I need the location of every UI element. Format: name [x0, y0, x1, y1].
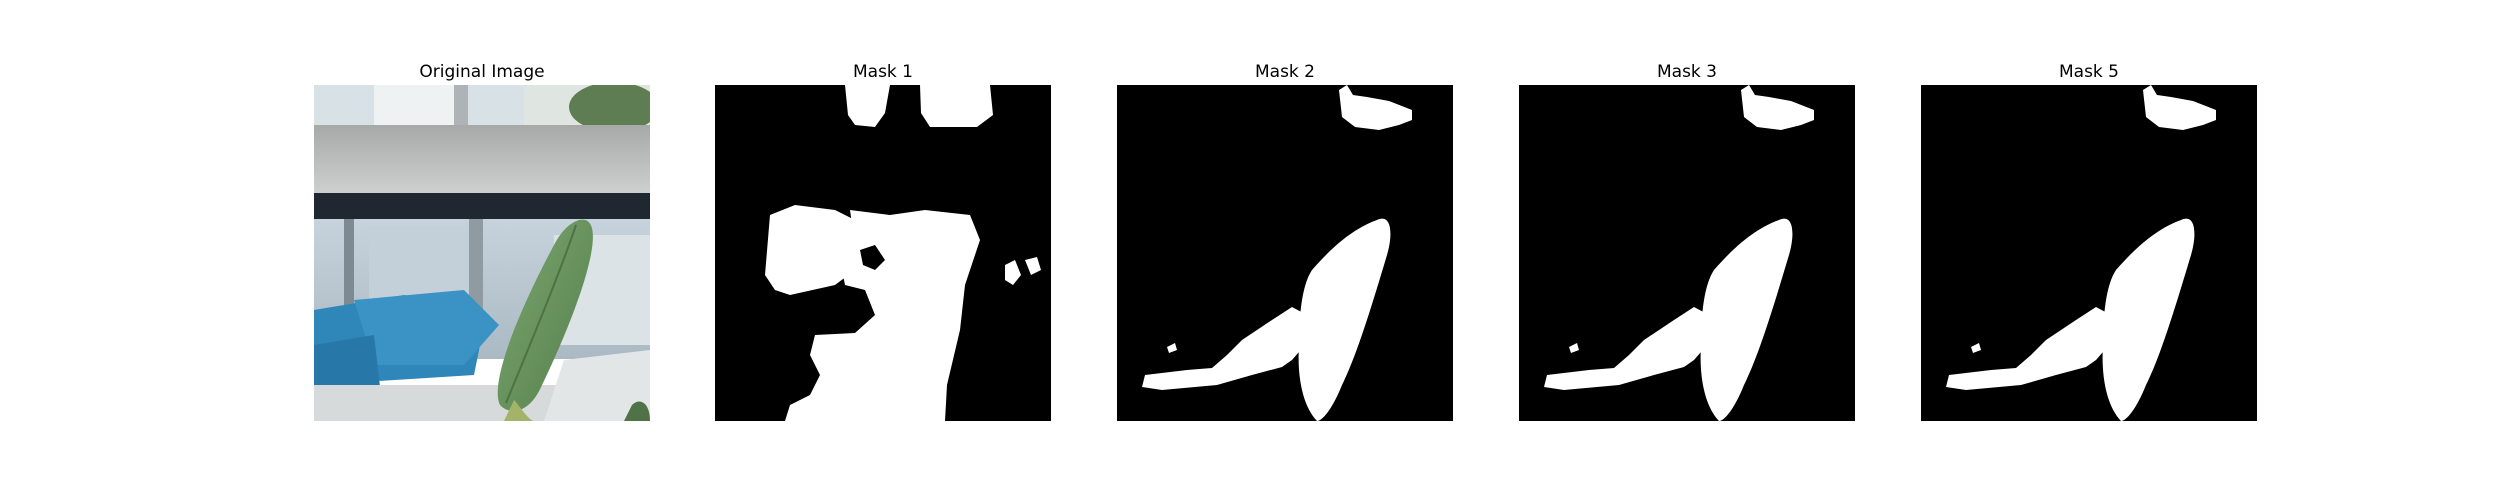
panel-mask-5: Mask 5 — [1921, 60, 2257, 421]
panel-title: Mask 2 — [1117, 60, 1453, 84]
panel-title: Mask 1 — [715, 60, 1051, 84]
panel-original-image: Original Image — [314, 60, 650, 421]
mask-2-shape — [1117, 85, 1453, 421]
mask-1-image — [715, 85, 1051, 421]
mask-2-image — [1117, 85, 1453, 421]
panel-title: Original Image — [314, 60, 650, 84]
panel-mask-2: Mask 2 — [1117, 60, 1453, 421]
mask-5-shape — [1921, 85, 2257, 421]
panel-title: Mask 5 — [1921, 60, 2257, 84]
original-photo — [314, 85, 650, 421]
mask-5-image — [1921, 85, 2257, 421]
mask-1-shape — [715, 85, 1051, 421]
panel-title: Mask 3 — [1519, 60, 1855, 84]
mask-3-image — [1519, 85, 1855, 421]
panel-mask-1: Mask 1 — [715, 60, 1051, 421]
panel-mask-3: Mask 3 — [1519, 60, 1855, 421]
mask-3-shape — [1519, 85, 1855, 421]
original-image — [314, 85, 650, 421]
